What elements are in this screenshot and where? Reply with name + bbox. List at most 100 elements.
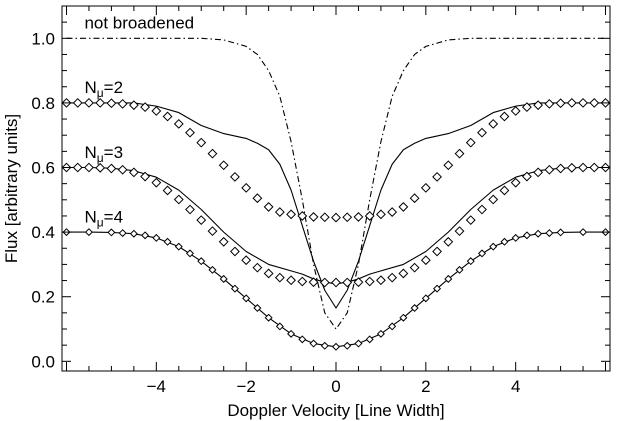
diamond-marker (219, 274, 228, 283)
diamond-marker (500, 237, 509, 246)
diamond-marker (309, 339, 318, 348)
diamond-marker (409, 193, 420, 204)
diamond-marker (128, 100, 139, 111)
diamond-marker (477, 204, 487, 215)
diamond-marker (308, 212, 319, 222)
diamond-marker (443, 160, 454, 171)
tick-marks (62, 5, 610, 371)
diamond-marker (141, 231, 150, 240)
diamond-marker (207, 226, 218, 237)
diamond-marker (343, 341, 352, 350)
diamond-marker (196, 137, 207, 148)
diamond-marker (387, 272, 398, 283)
diamond-marker (95, 162, 106, 173)
diamond-marker (455, 265, 464, 274)
diamond-marker (263, 268, 274, 279)
diamond-marker (286, 275, 296, 286)
x-tick-label: 4 (511, 377, 520, 396)
diamond-marker (173, 118, 184, 129)
diamond-marker (197, 257, 206, 266)
diamond-marker (263, 202, 274, 212)
diamond-marker (376, 275, 386, 286)
diamond-marker (555, 163, 566, 174)
diamond-marker (298, 335, 307, 344)
diamond-marker (376, 209, 386, 220)
diamond-marker (319, 212, 330, 223)
diamond-marker (409, 262, 420, 273)
diamond-marker (353, 212, 364, 222)
diamond-marker (152, 233, 161, 242)
diamond-marker (398, 202, 409, 212)
y-axis-label: Flux [arbitrary units] (2, 114, 21, 263)
diamond-marker (319, 277, 330, 288)
diamond-marker (151, 106, 162, 116)
diamond-marker (420, 182, 431, 193)
diamond-marker (297, 211, 308, 221)
diamond-marker (522, 231, 531, 240)
diamond-marker (84, 162, 94, 173)
diamond-marker (286, 209, 296, 220)
diamond-marker (533, 100, 544, 111)
diamond-marker (556, 228, 565, 237)
diamond-marker (579, 228, 588, 237)
diamond-marker (578, 162, 588, 173)
annotation-n2: Nμ=2 (84, 78, 123, 100)
diamond-marker (264, 313, 273, 322)
annotation-n3: Nμ=3 (84, 143, 123, 165)
diamond-marker (241, 182, 252, 193)
diamond-marker (174, 242, 183, 251)
diamond-marker (353, 277, 364, 288)
diamond-marker (510, 106, 521, 116)
diamond-marker (118, 229, 127, 238)
diamond-marker (534, 229, 543, 238)
n4_markers-group (62, 228, 610, 351)
diamond-marker (444, 274, 453, 283)
diamond-marker (185, 127, 195, 138)
diamond-marker (566, 97, 577, 108)
diamond-marker (117, 98, 128, 109)
diamond-marker (477, 249, 486, 258)
diamond-marker (241, 255, 252, 266)
diamond-marker (589, 97, 600, 108)
diamond-marker (489, 242, 498, 251)
diamond-marker (186, 249, 195, 258)
diamond-marker (252, 262, 263, 273)
diamond-marker (129, 229, 138, 238)
diamond-marker (252, 193, 263, 204)
diamond-marker (443, 236, 454, 247)
diamond-marker (421, 294, 430, 303)
diamond-marker (207, 148, 218, 159)
diamond-marker (140, 102, 151, 113)
diamond-marker (185, 204, 195, 215)
diamond-marker (230, 284, 239, 293)
diamond-marker (84, 97, 94, 108)
diamond-marker (218, 236, 229, 247)
diamond-marker (162, 111, 173, 122)
diamond-marker (399, 313, 408, 322)
x-axis-label: Doppler Velocity [Line Width] (227, 401, 444, 420)
diamond-marker (365, 335, 374, 344)
annotations: not broadened Nμ=2 Nμ=3 Nμ=4 (84, 14, 194, 230)
diamond-marker (84, 228, 93, 237)
diamond-marker (230, 171, 240, 182)
diamond-marker (320, 341, 329, 350)
diamond-marker (544, 98, 555, 109)
diamond-marker (589, 162, 600, 173)
diamond-marker (140, 171, 151, 182)
diamond-marker (275, 322, 284, 331)
diamond-marker (208, 265, 217, 274)
diamond-marker (544, 164, 555, 175)
diamond-marker (376, 329, 385, 338)
diamond-marker (274, 272, 285, 283)
diamond-marker (274, 207, 285, 217)
x-tick-label: 0 (331, 377, 340, 396)
diamond-marker (151, 177, 162, 188)
diamond-marker (510, 177, 521, 188)
x-tick-label: −2 (236, 377, 255, 396)
y-tick-label: 0.8 (31, 94, 55, 113)
diamond-marker (163, 237, 172, 246)
diamond-marker (106, 98, 117, 109)
diamond-marker (331, 342, 341, 351)
diamond-marker (499, 185, 510, 196)
